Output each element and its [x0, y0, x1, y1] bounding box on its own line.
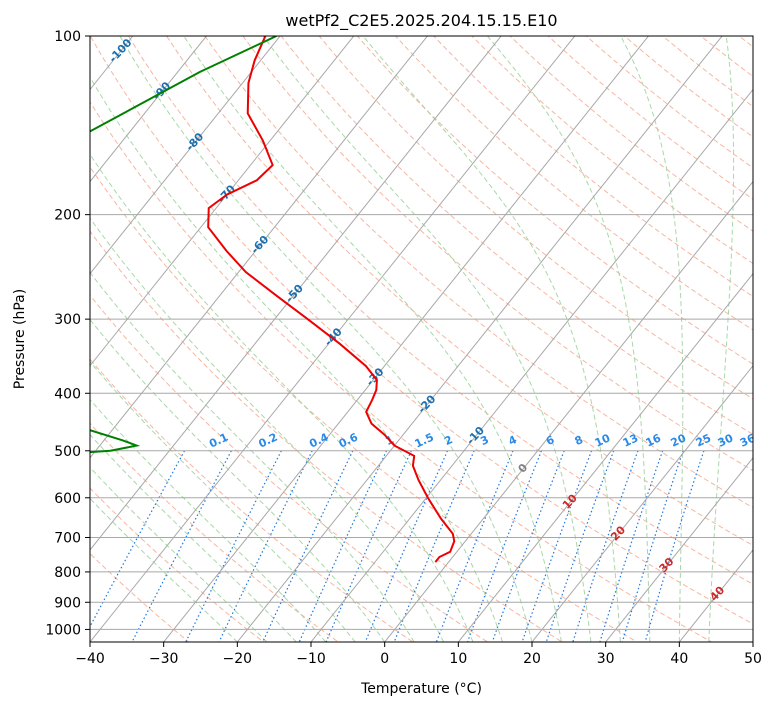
x-tick-label: 20 [523, 651, 541, 667]
moist-adiabat-line [362, 36, 621, 642]
moist-adiabat-line [90, 497, 238, 642]
moist-adiabat-line [620, 36, 684, 642]
isotherm-line [384, 180, 753, 642]
y-tick-label: 700 [54, 531, 81, 547]
y-tick-label: 300 [54, 312, 81, 328]
y-tick-label: 1000 [45, 622, 81, 638]
isotherm-line [90, 36, 576, 642]
moist-adiabat-line [487, 36, 651, 642]
mixing-ratio-line [545, 450, 615, 642]
isotherm-line [90, 36, 429, 459]
moist-adiabat-line [708, 36, 735, 642]
chart-title: wetPf2_C2E5.2025.204.15.15.E10 [285, 11, 557, 31]
y-tick-label: 900 [54, 595, 81, 611]
moist-adiabat-line [90, 217, 445, 642]
mixing-ratio-line [491, 450, 565, 642]
moist-adiabat-line [90, 76, 504, 642]
temperature-profile-line [207, 36, 456, 563]
mixing-ratio-label: 25 [694, 431, 713, 449]
mixing-ratio-line [364, 450, 449, 642]
x-tick-label: 30 [597, 651, 615, 667]
moist-adiabat-line [183, 36, 562, 642]
mixing-ratio-line [393, 450, 475, 642]
x-axis-ticks: −40 −30 −20 −10 0 10 20 30 40 50 [75, 642, 762, 667]
isotherm-line [90, 36, 502, 551]
mixing-ratio-line [466, 450, 543, 642]
mixing-ratio-line [262, 450, 354, 642]
y-axis-label: Pressure (hPa) [12, 289, 28, 389]
x-tick-label: 50 [744, 651, 762, 667]
mixing-ratio-line [325, 450, 412, 642]
mixing-ratio-line [131, 450, 232, 642]
y-tick-label: 200 [54, 208, 81, 224]
isotherm-line [457, 272, 753, 642]
moist-adiabat-line [90, 466, 268, 642]
moist-adiabat-line [262, 36, 592, 642]
y-tick-label: 600 [54, 491, 81, 507]
dry-adiabat-line [90, 166, 639, 642]
mixing-ratio-line [599, 450, 664, 642]
y-tick-label: 100 [54, 29, 81, 45]
isotherm-line [90, 36, 355, 367]
x-tick-label: −10 [296, 651, 326, 667]
isotherm-line [236, 36, 723, 642]
dry-adiabat-line [90, 422, 340, 642]
isotherm-line [163, 36, 650, 642]
dry-adiabat-line [90, 358, 414, 642]
moist-adiabat-line [90, 398, 327, 642]
dry-adiabat-line [90, 36, 753, 625]
x-tick-label: −20 [223, 651, 253, 667]
dewpoint-profile-line [90, 36, 277, 454]
isobars [90, 36, 753, 630]
x-tick-label: −30 [149, 651, 179, 667]
y-tick-label: 800 [54, 565, 81, 581]
x-tick-label: −40 [75, 651, 105, 667]
moist-adiabats [90, 36, 735, 642]
mixing-ratio-line [572, 450, 639, 642]
isotherm-line [90, 36, 281, 275]
isotherm-line [605, 457, 753, 642]
moist-adiabat-line [90, 433, 297, 642]
isotherms [90, 36, 753, 642]
mixing-ratio-label: 30 [716, 431, 736, 449]
mixing-ratio-label: 13 [621, 431, 640, 449]
dry-adiabat-line [204, 36, 753, 509]
moist-adiabat-line [90, 153, 474, 642]
y-tick-label: 400 [54, 386, 81, 402]
isotherm-line [310, 88, 753, 642]
x-tick-label: 10 [449, 651, 467, 667]
y-tick-label: 500 [54, 444, 81, 460]
y-axis-ticks: 100 200 300 400 500 600 700 800 900 1000 [45, 29, 90, 638]
isotherm-line [90, 36, 208, 183]
mixing-ratio-line [621, 450, 684, 642]
x-axis-label: Temperature (°C) [360, 681, 482, 697]
isotherm-line [531, 364, 753, 642]
plot-area: -100-90-80-70-60-50-40-30-20-10010203040… [90, 36, 758, 642]
mixing-ratio-label: 16 [644, 431, 664, 449]
mixing-ratio-label: 10 [593, 431, 613, 449]
mixing-ratio-label: 20 [669, 431, 689, 449]
plot-frame [89, 35, 754, 643]
mixing-ratio-line [435, 450, 514, 642]
dry-adiabat-line [90, 230, 564, 642]
dry-adiabat-line [356, 36, 753, 365]
dry-adiabat-line [90, 100, 713, 642]
mixing-ratio-label: 36 [738, 431, 758, 449]
x-tick-label: 40 [670, 651, 688, 667]
moist-adiabat-line [90, 318, 386, 642]
x-tick-label: 0 [380, 651, 389, 667]
moist-adiabat-line [119, 36, 533, 642]
